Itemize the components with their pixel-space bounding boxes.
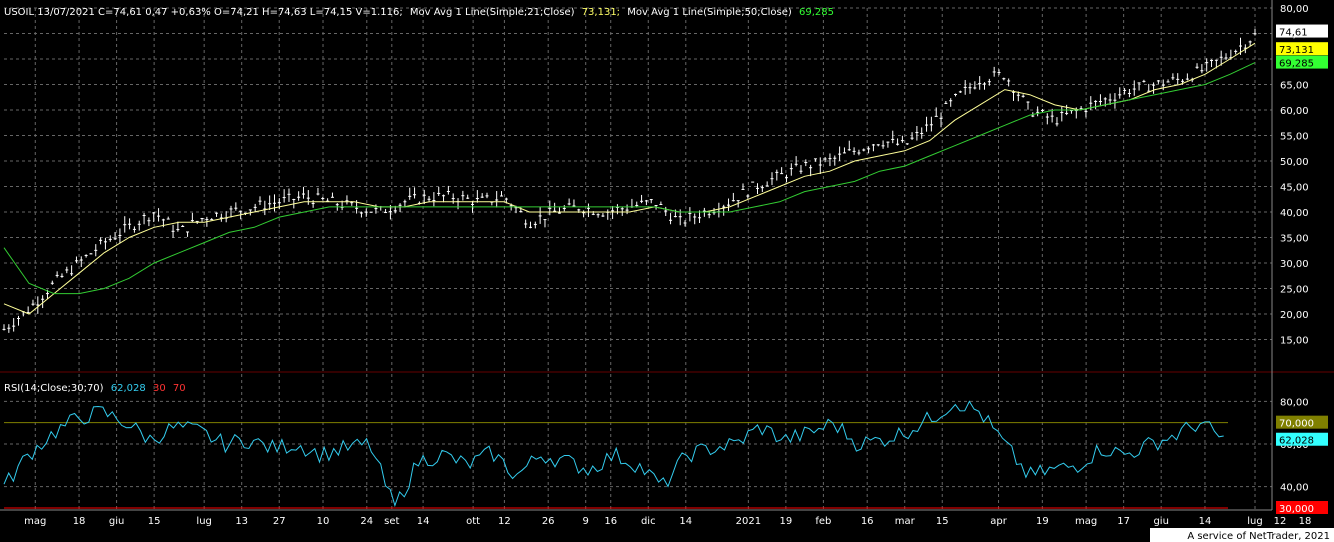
x-tick-label: 18: [1299, 516, 1312, 527]
x-tick-label: mag: [24, 516, 46, 527]
price-ytick-label: 80,00: [1280, 4, 1309, 15]
rsi-low: 30: [153, 383, 166, 394]
rsi-last-tag: 62,028: [1279, 436, 1314, 447]
ma21-line: [3, 42, 1256, 315]
rsi-level-tag-bg: [1276, 415, 1328, 429]
price-pane[interactable]: [2, 29, 1257, 333]
grid: [0, 7, 1334, 510]
rsi-value: 62,028: [111, 383, 146, 394]
price-ytick-label: 25,00: [1280, 285, 1309, 296]
rsi-ytick-label: 40,00: [1280, 483, 1309, 494]
rsi-ytick-label: 80,00: [1280, 397, 1309, 408]
x-tick-label: 18: [73, 516, 86, 527]
ma21-tag-bg: [1276, 42, 1328, 56]
last-price-tag-bg: [1276, 24, 1328, 38]
last-price-tag: 74,61: [1279, 28, 1308, 39]
x-tick-label: dic: [641, 516, 656, 527]
x-tick-label: set: [384, 516, 399, 527]
y-axis: 15,00 20,00 25,00 30,00 35,00 40,00 45,00 50,00…: [1271, 0, 1328, 515]
rsi-line: [3, 400, 1224, 508]
x-tick-label: feb: [815, 516, 831, 527]
ma21-value: 73,131;: [582, 7, 620, 18]
ma50-tag: 69,285: [1279, 59, 1314, 70]
rsi-level-tag: 70,000: [1279, 419, 1314, 430]
rsi-level-tag-bg: [1276, 501, 1328, 514]
ma21-tag: 73,131: [1279, 45, 1314, 56]
x-tick-label: ott: [466, 516, 480, 527]
price-ytick-label: 45,00: [1280, 183, 1309, 194]
x-tick-label: 19: [1036, 516, 1049, 527]
price-ytick-label: 50,00: [1280, 157, 1309, 168]
x-tick-label: 15: [148, 516, 161, 527]
x-tick-label: 2021: [736, 516, 761, 527]
price-ytick-label: 35,00: [1280, 234, 1309, 245]
header-symbol-info: USOIL 13/07/2021 C=74,61 0,47 +0,63% O=7…: [4, 7, 834, 18]
x-tick-label: 24: [360, 516, 373, 527]
symbol-info: USOIL 13/07/2021 C=74,61 0,47 +0,63% O=7…: [4, 7, 403, 18]
x-tick-label: 14: [1199, 516, 1212, 527]
x-tick-label: 12: [498, 516, 511, 527]
x-tick-label: 27: [273, 516, 286, 527]
price-ytick-label: 20,00: [1280, 310, 1309, 321]
x-tick-label: 19: [780, 516, 793, 527]
x-tick-label: giu: [1153, 516, 1168, 527]
x-tick-label: mag: [1075, 516, 1097, 527]
rsi-pane[interactable]: [3, 400, 1228, 509]
price-ytick-label: 30,00: [1280, 259, 1309, 270]
x-tick-label: 9: [583, 516, 589, 527]
x-tick-label: lug: [196, 516, 211, 527]
rsi-level-tag: 30,000: [1279, 504, 1314, 515]
x-tick-label: 16: [604, 516, 617, 527]
ma50-line: [3, 62, 1256, 295]
footer-bg: [1150, 528, 1334, 542]
x-tick-label: 17: [1117, 516, 1130, 527]
x-tick-label: lug: [1247, 516, 1262, 527]
x-tick-label: 15: [936, 516, 949, 527]
x-tick-label: 13: [235, 516, 248, 527]
x-tick-label: mar: [895, 516, 916, 527]
price-ytick-label: 65,00: [1280, 81, 1309, 92]
ma50-value: 69,285: [799, 7, 834, 18]
price-ytick-label: 40,00: [1280, 208, 1309, 219]
rsi-header: RSI(14;Close;30;70) 62,028 30 70: [4, 383, 186, 394]
x-tick-label: 14: [679, 516, 692, 527]
x-tick-label: 10: [317, 516, 330, 527]
x-tick-label: 12: [1274, 516, 1287, 527]
rsi-label: RSI(14;Close;30;70): [4, 383, 104, 394]
price-ytick-label: 55,00: [1280, 132, 1309, 143]
price-ytick-label: 60,00: [1280, 106, 1309, 117]
ma50-label: Mov Avg 1 Line(Simple;50;Close): [627, 7, 792, 18]
ma50-tag-bg: [1276, 55, 1328, 69]
x-axis: mag 18 giu 15 lug 13 27 10 24 set 14 ott 12 26 9 16 dic 1…: [0, 509, 1312, 527]
x-tick-label: giu: [109, 516, 124, 527]
rsi-high: 70: [173, 383, 186, 394]
x-tick-label: 26: [542, 516, 555, 527]
rsi-last-tag-bg: [1276, 432, 1328, 446]
ma21-label: Mov Avg 1 Line(Simple;21;Close): [410, 7, 575, 18]
x-tick-label: 14: [417, 516, 430, 527]
price-ytick-label: 15,00: [1280, 336, 1309, 347]
x-tick-label: apr: [990, 516, 1007, 527]
x-tick-label: 16: [861, 516, 874, 527]
footer-credit: A service of NetTrader, 2021: [1187, 531, 1330, 542]
